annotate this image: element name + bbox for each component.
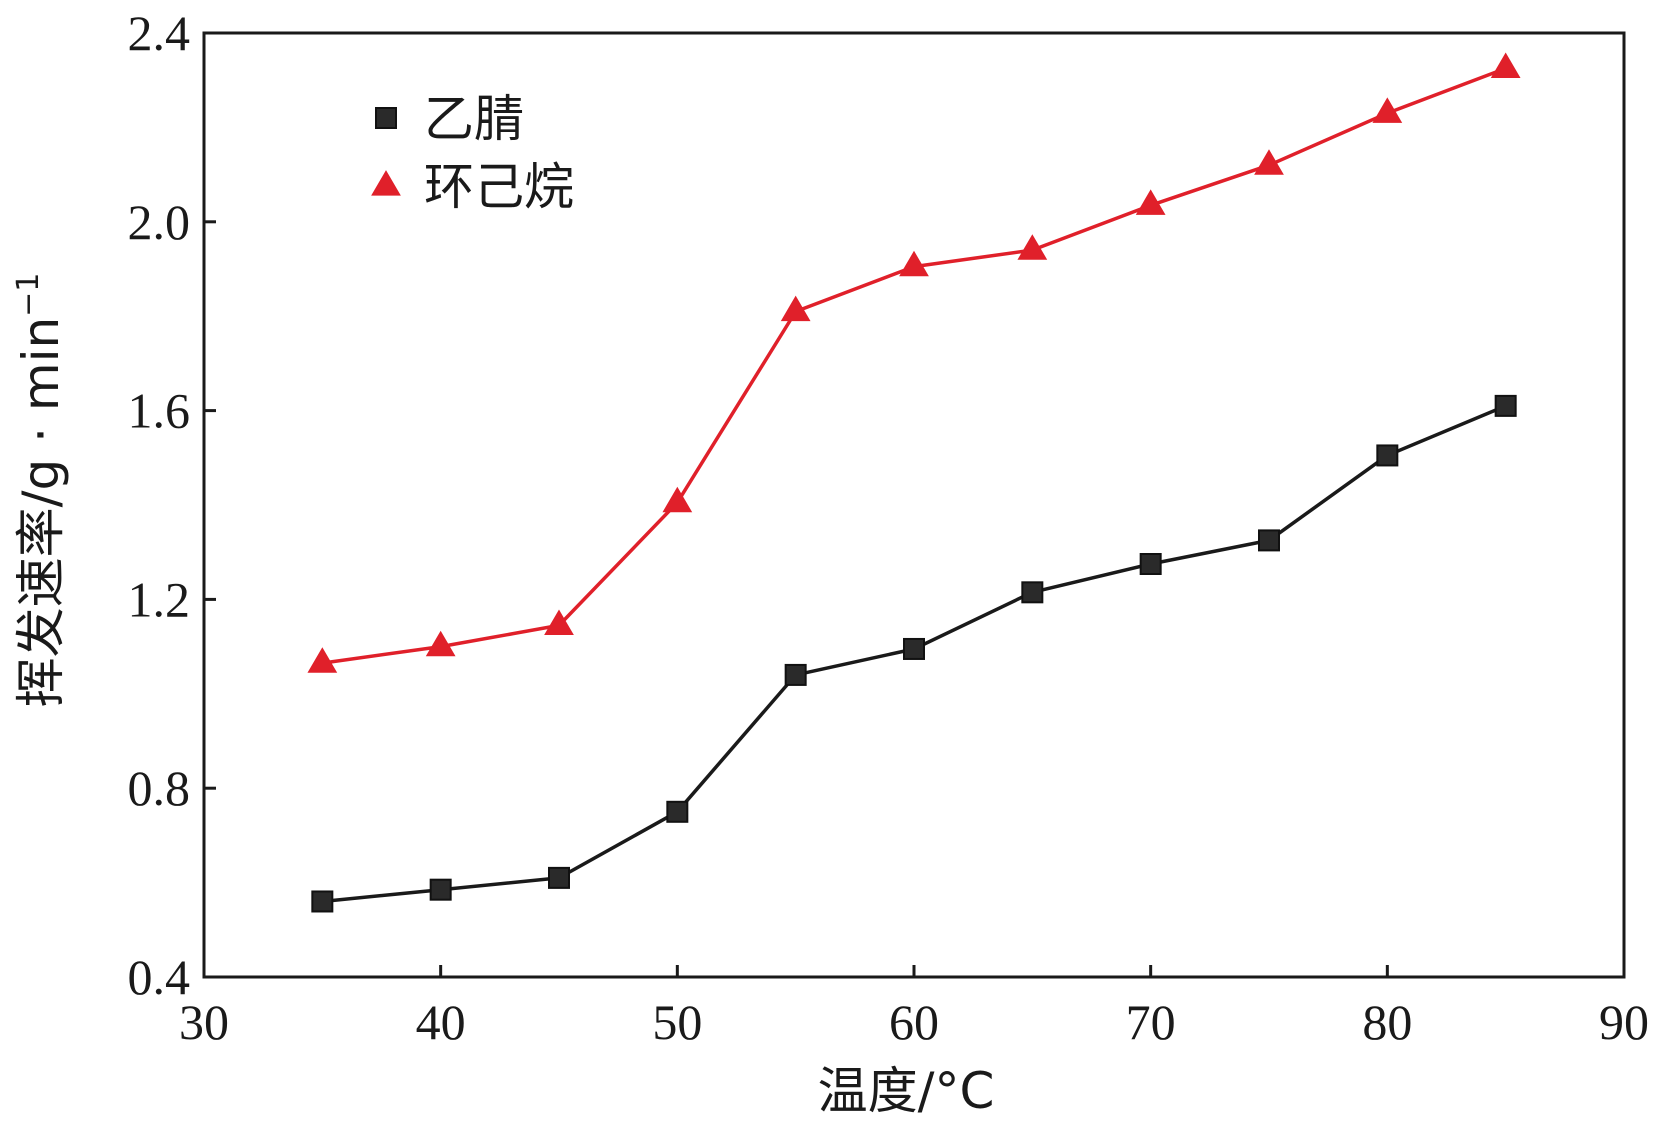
data-point: [1372, 97, 1403, 123]
series-acetonitrile: [311, 394, 1517, 913]
data-point: [311, 890, 334, 913]
data-point: [1254, 149, 1284, 175]
data-point: [1490, 52, 1521, 79]
legend-marker: [371, 170, 401, 196]
data-point: [1135, 189, 1166, 215]
data-point: [544, 609, 574, 635]
x-tick-label: 90: [1599, 994, 1649, 1050]
y-axis-title-superscript: −1: [11, 273, 46, 317]
legend-marker: [375, 107, 397, 129]
x-tick-label: 40: [416, 994, 466, 1050]
y-tick-label: 2.0: [128, 194, 191, 250]
x-tick-label: 70: [1126, 994, 1176, 1050]
y-tick-label: 0.8: [128, 760, 191, 816]
data-point: [1258, 529, 1280, 552]
data-point: [429, 878, 452, 901]
x-tick-label: 80: [1362, 994, 1412, 1050]
x-tick-label: 30: [179, 994, 229, 1050]
data-point: [425, 630, 456, 657]
data-point: [784, 663, 807, 686]
legend-label: 环己烷: [424, 158, 574, 216]
data-point: [1494, 394, 1517, 417]
x-tick-label: 50: [652, 994, 702, 1050]
data-point: [662, 486, 693, 513]
data-point: [780, 295, 811, 322]
legend-label: 乙腈: [424, 90, 524, 148]
data-point: [1139, 553, 1162, 575]
y-axis-title-main: 挥发速率/g · min: [12, 317, 70, 708]
data-point: [1017, 234, 1048, 260]
series-layer: [307, 52, 1521, 913]
y-axis-title: 挥发速率/g · min−1: [11, 273, 70, 708]
data-point: [1376, 444, 1399, 467]
data-point: [899, 250, 929, 277]
series-cyclohexane: [307, 52, 1521, 673]
data-point: [666, 800, 689, 823]
data-point: [1021, 581, 1044, 604]
axes-layer: 30 40 50 60 70 80 90 0.4 0.8 1.2 1.6 2.0 2.4: [128, 5, 1650, 1050]
x-axis-title: 温度/°C: [818, 1062, 995, 1120]
y-tick-label: 2.4: [128, 5, 191, 61]
y-tick-label: 1.6: [128, 383, 191, 439]
data-point: [548, 866, 570, 889]
x-tick-label: 60: [889, 994, 939, 1050]
data-point: [307, 647, 338, 673]
data-point: [903, 637, 925, 660]
y-tick-label: 0.4: [128, 949, 191, 1005]
y-tick-label: 1.2: [128, 571, 191, 627]
